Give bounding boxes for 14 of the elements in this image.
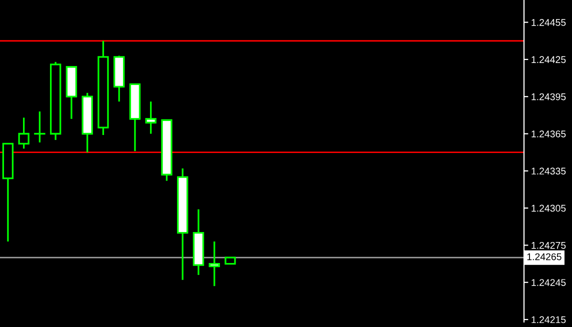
y-tick-label: 1.24455 [532, 19, 566, 26]
y-tick-label: 1.24425 [532, 56, 566, 64]
y-tick-label: 1.24245 [532, 279, 566, 286]
y-tick-label: 1.24395 [532, 93, 566, 100]
y-tick-label: 1.24305 [532, 204, 566, 212]
y-tick-label: 1.24215 [532, 316, 566, 324]
candlestick [18, 116, 30, 150]
candlestick [34, 110, 46, 144]
ref-line-label: 1.24265 [527, 253, 562, 260]
candlestick [208, 240, 220, 287]
candlestick [145, 100, 156, 135]
y-tick-label: 1.24335 [532, 168, 566, 175]
y-tick-label: 1.24275 [532, 242, 566, 249]
y-tick-label: 1.24365 [532, 130, 566, 138]
